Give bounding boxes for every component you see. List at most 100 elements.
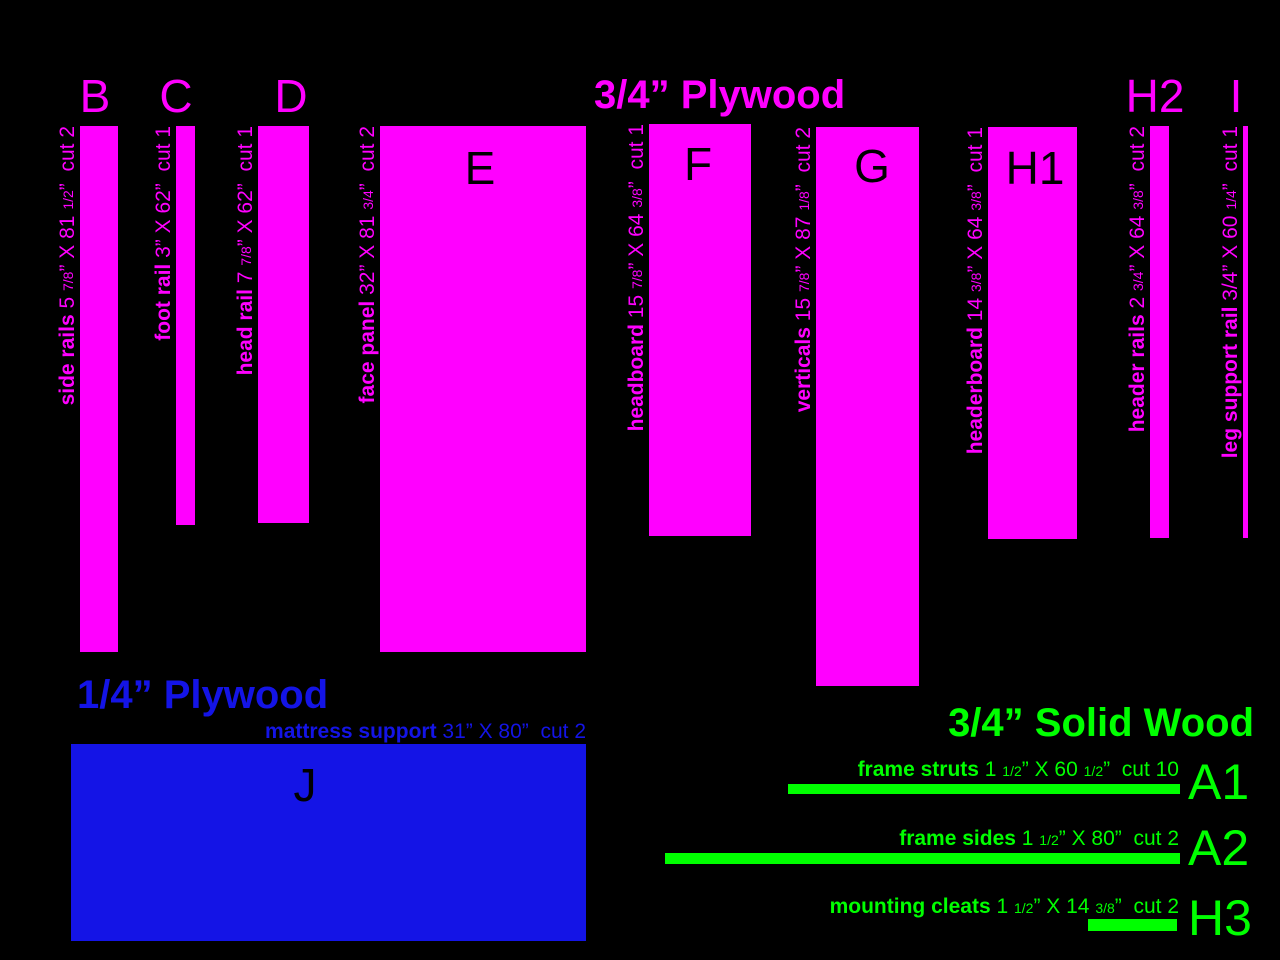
plywood-34-title: 3/4” Plywood — [594, 73, 846, 117]
piece-dimensions: ” — [792, 184, 815, 192]
piece-letter-e: E — [464, 142, 496, 194]
piece-dimensions: ” — [1219, 183, 1242, 191]
piece-letter-b: B — [79, 70, 111, 122]
piece-dimensions: 1/2 — [1083, 763, 1104, 779]
piece-name: headerboard — [964, 321, 987, 455]
piece-cut-count: cut 2 — [792, 127, 815, 185]
piece-dimensions: 31” X 80” — [442, 720, 529, 743]
piece-dimensions: 3” X 62” — [152, 183, 175, 258]
piece-dimensions: ” — [1114, 895, 1122, 918]
piece-dimensions: ” — [356, 183, 379, 191]
piece-letter-h1: H1 — [1005, 142, 1065, 194]
piece-label-h2: header rails 2 3/4” X 64 3/8” cut 2 — [1126, 126, 1149, 433]
piece-cut-count: cut 2 — [1126, 126, 1149, 184]
piece-name: face panel — [356, 294, 379, 404]
piece-cut-count: cut 2 — [1121, 895, 1179, 918]
panel-h2 — [1150, 126, 1169, 538]
panel-g — [816, 127, 919, 686]
piece-label-f: headboard 15 7/8” X 64 3/8” cut 1 — [625, 124, 648, 432]
piece-cut-count: cut 2 — [356, 126, 379, 184]
piece-name: header rails — [1126, 308, 1149, 433]
piece-dimensions: ” X 64 — [625, 207, 648, 270]
piece-dimensions: 1/2 — [1039, 832, 1059, 848]
piece-name: mounting cleats — [829, 895, 997, 918]
strip-h3 — [1088, 919, 1177, 931]
piece-dimensions: 3/4 — [1130, 271, 1146, 292]
piece-name: foot rail — [152, 257, 175, 341]
piece-dimensions: 15 — [792, 292, 815, 322]
piece-cut-count: cut 1 — [234, 126, 257, 184]
piece-dimensions: ” X 60 — [1219, 209, 1242, 272]
piece-letter-a2: A2 — [1188, 820, 1250, 876]
panel-e — [380, 126, 586, 652]
piece-cut-count: cut 10 — [1110, 758, 1179, 781]
piece-letter-f: F — [683, 138, 713, 190]
panel-c — [176, 126, 195, 525]
piece-dimensions: ” X 87 — [792, 210, 815, 273]
strip-a1 — [788, 784, 1180, 794]
piece-dimensions: 3/8 — [968, 191, 984, 211]
piece-dimensions: 7/8 — [796, 272, 812, 293]
piece-dimensions: ” — [964, 184, 987, 192]
piece-name: leg support rail — [1219, 300, 1242, 459]
piece-label-j: mattress support 31” X 80” cut 2 — [265, 721, 586, 743]
piece-letter-h2: H2 — [1125, 70, 1185, 122]
piece-dimensions: ” — [1126, 183, 1149, 191]
piece-label-c: foot rail 3” X 62” cut 1 — [152, 126, 175, 341]
piece-label-h1: headerboard 14 3/8” X 64 3/8” cut 1 — [964, 127, 987, 455]
piece-dimensions: 1 — [984, 758, 1003, 781]
piece-dimensions: 3/8 — [968, 272, 984, 293]
piece-dimensions: 7/8 — [238, 246, 254, 266]
piece-dimensions: ” X 14 — [1033, 895, 1096, 918]
piece-dimensions: 1/2 — [1002, 763, 1022, 779]
piece-dimensions: 3/8 — [629, 188, 645, 208]
piece-dimensions: ” X 60 — [1021, 758, 1084, 781]
piece-letter-d: D — [274, 70, 308, 122]
piece-name: head rail — [234, 283, 257, 376]
piece-cut-count: cut 2 — [1121, 827, 1179, 850]
piece-label-d: head rail 7 7/8” X 62” cut 1 — [234, 126, 257, 376]
piece-letter-a1: A1 — [1188, 754, 1250, 810]
piece-cut-count: cut 1 — [964, 127, 987, 185]
piece-cut-count: cut 2 — [56, 126, 79, 184]
piece-name: frame sides — [899, 827, 1022, 850]
piece-letter-h3: H3 — [1188, 890, 1252, 946]
plywood-14-title: 1/4” Plywood — [77, 673, 329, 717]
piece-dimensions: ” X 62” — [234, 183, 257, 247]
piece-label-h3: mounting cleats 1 1/2” X 14 3/8” cut 2 — [830, 896, 1179, 919]
piece-label-a2: frame sides 1 1/2” X 80” cut 2 — [899, 828, 1179, 851]
piece-dimensions: 5 — [56, 291, 79, 309]
piece-dimensions: 1/2 — [1013, 900, 1034, 916]
piece-dimensions: 7 — [234, 265, 257, 284]
piece-cut-count: cut 1 — [152, 126, 175, 184]
piece-dimensions: 15 — [625, 289, 648, 319]
piece-dimensions: 1/4 — [1223, 190, 1239, 210]
piece-dimensions: 1 — [996, 895, 1014, 918]
piece-dimensions: ” X 80” — [1058, 827, 1122, 850]
panel-b — [80, 126, 118, 652]
panel-h1 — [988, 127, 1077, 539]
piece-dimensions: 1 — [1021, 827, 1040, 850]
piece-name: frame struts — [857, 758, 985, 781]
piece-dimensions: 2 — [1126, 291, 1149, 309]
piece-dimensions: ” X 64 — [1126, 209, 1149, 272]
piece-dimensions: 14 — [964, 292, 987, 322]
piece-name: headboard — [625, 318, 648, 432]
piece-label-e: face panel 32” X 81 3/4” cut 2 — [356, 126, 379, 404]
piece-dimensions: 7/8 — [629, 269, 645, 290]
piece-dimensions: 3/8 — [1095, 900, 1115, 916]
piece-label-i: leg support rail 3/4” X 60 1/4” cut 1 — [1219, 126, 1242, 459]
piece-dimensions: 3/4 — [1219, 271, 1242, 301]
piece-label-g: verticals 15 7/8” X 87 1/8” cut 2 — [792, 127, 815, 413]
piece-letter-j: J — [293, 759, 317, 811]
panel-d — [258, 126, 309, 523]
piece-label-b: side rails 5 7/8” X 81 1/2” cut 2 — [56, 126, 79, 406]
piece-name: side rails — [56, 308, 79, 406]
piece-dimensions: 32” X 81 — [356, 209, 379, 295]
piece-dimensions: ” — [1103, 758, 1111, 781]
piece-dimensions: ” — [625, 181, 648, 189]
piece-dimensions: 7/8 — [60, 271, 76, 292]
piece-name: verticals — [792, 321, 815, 413]
piece-letter-c: C — [159, 70, 193, 122]
piece-dimensions: 3/8 — [1130, 190, 1146, 210]
